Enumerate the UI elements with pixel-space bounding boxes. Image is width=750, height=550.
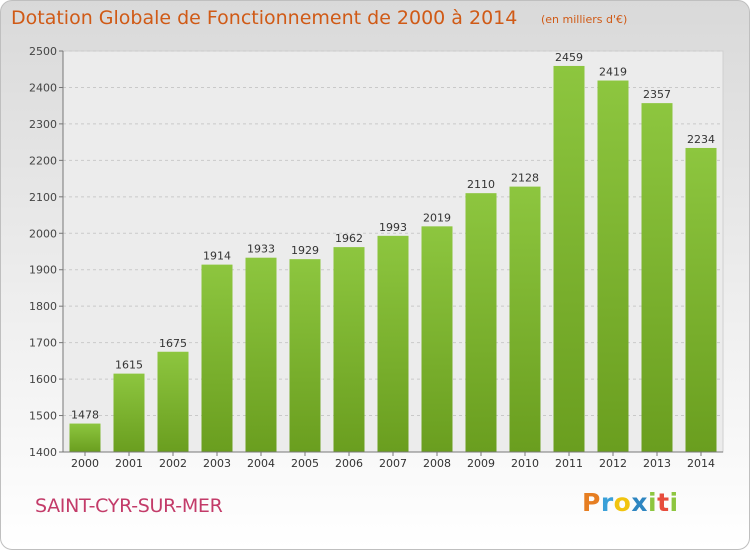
logo-letter: r	[600, 488, 614, 517]
y-tick-label: 2500	[29, 45, 57, 58]
y-tick-label: 1400	[29, 446, 57, 459]
y-tick-label: 2000	[29, 227, 57, 240]
bar-value-label: 1914	[203, 250, 231, 263]
bar-2007	[377, 235, 409, 452]
bar-2014	[685, 147, 717, 452]
bar-value-label: 1478	[71, 409, 99, 422]
bar-2013	[641, 103, 673, 452]
chart-unit-subtitle: (en milliers d'€)	[541, 13, 628, 26]
bar-2004	[245, 257, 277, 452]
bar-2002	[157, 351, 189, 452]
bar-value-label: 1929	[291, 244, 319, 257]
bar-value-label: 1675	[159, 337, 187, 350]
x-tick-label: 2005	[291, 457, 319, 470]
x-tick-label: 2004	[247, 457, 275, 470]
x-tick-label: 2014	[687, 457, 715, 470]
bar-2010	[509, 186, 541, 453]
y-tick-label: 2100	[29, 191, 57, 204]
y-tick-label: 1600	[29, 373, 57, 386]
bar-value-label: 2234	[687, 133, 715, 146]
logo-letter: t	[657, 488, 670, 517]
bar-value-label: 1993	[379, 221, 407, 234]
bar-2001	[113, 373, 145, 452]
bar-2012	[597, 80, 629, 452]
bar-2008	[421, 226, 453, 452]
logo-letter: P	[582, 488, 601, 517]
x-tick-label: 2008	[423, 457, 451, 470]
logo-letter: i	[648, 488, 658, 517]
chart-title: Dotation Globale de Fonctionnement de 20…	[11, 7, 518, 29]
commune-name: SAINT-CYR-SUR-MER	[35, 495, 223, 517]
bar-2009	[465, 193, 497, 452]
y-tick-label: 2400	[29, 81, 57, 94]
y-tick-label: 1900	[29, 264, 57, 277]
x-tick-label: 2007	[379, 457, 407, 470]
bar-value-label: 1962	[335, 232, 363, 245]
bar-2011	[553, 65, 585, 453]
x-tick-label: 2013	[643, 457, 671, 470]
y-tick-label: 1800	[29, 300, 57, 313]
x-tick-label: 2006	[335, 457, 363, 470]
bar-2000	[69, 423, 101, 452]
y-tick-label: 2300	[29, 118, 57, 131]
bar-value-label: 2459	[555, 51, 583, 64]
logo-letter: o	[613, 488, 632, 517]
y-tick-label: 2200	[29, 154, 57, 167]
bar-value-label: 2128	[511, 172, 539, 185]
x-tick-label: 2002	[159, 457, 187, 470]
y-tick-label: 1500	[29, 410, 57, 423]
bar-value-label: 1615	[115, 359, 143, 372]
proxiti-logo[interactable]: Proxiti	[582, 488, 679, 517]
x-tick-label: 2000	[71, 457, 99, 470]
bar-value-label: 2419	[599, 66, 627, 79]
bars: 1478 1615 1675 1914 1933 1929 1962 1993 2019 2110…	[69, 51, 717, 453]
axes: 1400 1500 1600 1700 1800 1900 2000 2100 2200 2300…	[29, 45, 723, 470]
bar-value-label: 2019	[423, 211, 451, 224]
logo-letter: i	[669, 488, 679, 517]
bar-2003	[201, 264, 233, 452]
x-tick-label: 2009	[467, 457, 495, 470]
y-tick-label: 1700	[29, 337, 57, 350]
bar-value-label: 2357	[643, 88, 671, 101]
logo-letter: x	[631, 488, 648, 517]
x-tick-label: 2001	[115, 457, 143, 470]
bar-value-label: 1933	[247, 243, 275, 256]
x-tick-label: 2003	[203, 457, 231, 470]
x-tick-label: 2010	[511, 457, 539, 470]
x-tick-label: 2012	[599, 457, 627, 470]
bar-2006	[333, 247, 365, 452]
bar-value-label: 2110	[467, 178, 495, 191]
bar-2005	[289, 259, 321, 452]
x-tick-label: 2011	[555, 457, 583, 470]
